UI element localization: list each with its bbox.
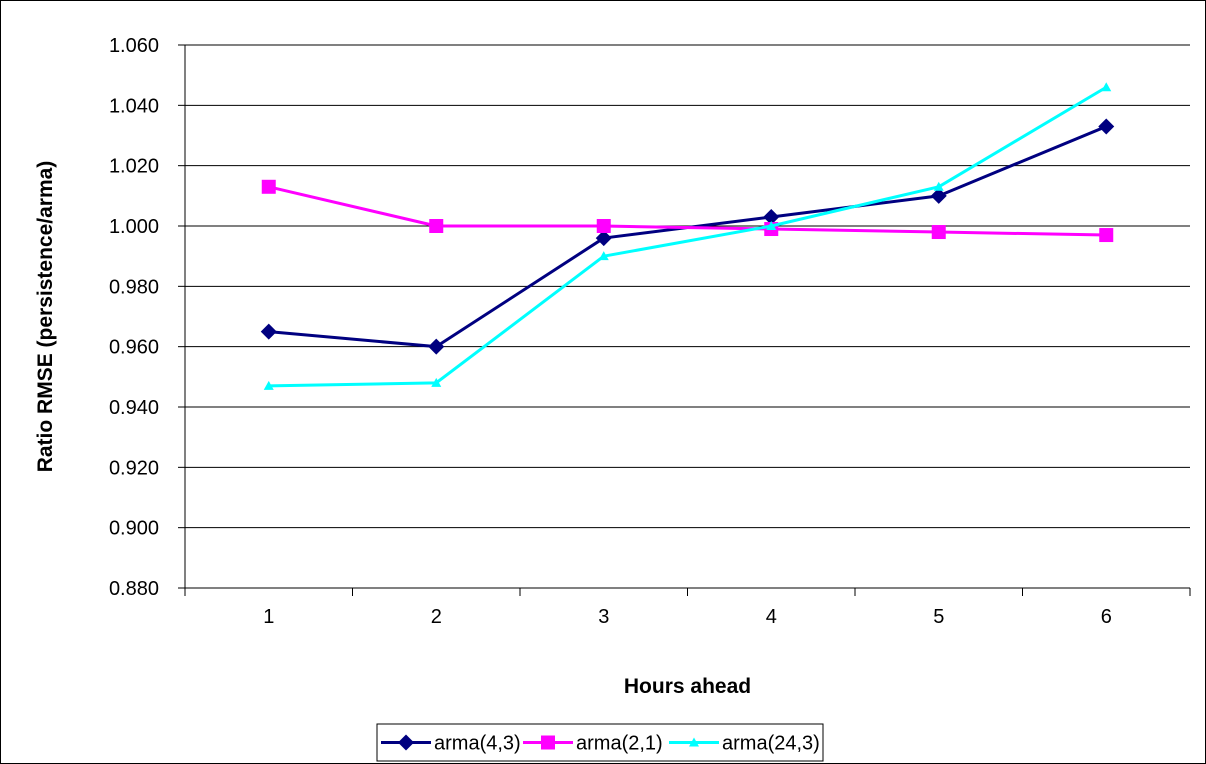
axes xyxy=(178,44,1191,596)
series-line xyxy=(268,185,1107,237)
y-tick-label: 0.960 xyxy=(109,337,159,359)
data-point xyxy=(429,219,444,233)
tick-labels: 0.880 0.900 0.920 0.940 0.960 0.980 1.000 1.020… xyxy=(109,35,1112,628)
data-point xyxy=(1099,228,1114,243)
y-tick-label: 1.020 xyxy=(109,156,159,178)
x-tick-label: 1 xyxy=(263,606,274,628)
data-point xyxy=(930,187,947,204)
y-tick-label: 0.940 xyxy=(109,397,159,419)
data-point xyxy=(263,380,274,390)
data-point xyxy=(763,208,780,225)
legend-item: arma(24,3) xyxy=(669,733,820,755)
data-point xyxy=(260,323,277,340)
data-point xyxy=(766,221,777,230)
y-tick-label: 1.040 xyxy=(109,95,159,117)
legend-label: arma(2,1) xyxy=(576,733,663,755)
data-point xyxy=(933,181,944,191)
x-tick-label: 4 xyxy=(766,606,777,628)
y-tick-label: 1.060 xyxy=(109,35,159,57)
gridlines xyxy=(185,44,1190,529)
x-axis-title: Hours ahead xyxy=(624,675,751,698)
legend-marker xyxy=(398,734,414,751)
y-tick-label: 0.900 xyxy=(109,518,159,540)
legend-item: arma(2,1) xyxy=(523,733,663,755)
x-tick-label: 2 xyxy=(431,606,442,628)
x-tick-label: 5 xyxy=(933,606,944,628)
y-tick-label: 1.000 xyxy=(109,216,159,238)
series-arma(4,3) xyxy=(260,118,1115,355)
legend-item: arma(4,3) xyxy=(381,733,521,755)
legend-marker xyxy=(541,735,555,750)
y-tick-label: 0.880 xyxy=(109,578,159,600)
legend: arma(4,3) arma(2,1) arma(24,3) xyxy=(376,723,824,762)
series-arma(24,3) xyxy=(263,82,1112,390)
data-point xyxy=(1101,82,1112,92)
data-point xyxy=(596,219,611,233)
legend-label: arma(24,3) xyxy=(722,733,820,755)
data-point xyxy=(428,338,445,355)
legend-label: arma(4,3) xyxy=(434,733,521,755)
data-point xyxy=(261,179,276,194)
data-point xyxy=(598,251,609,261)
x-tick-label: 6 xyxy=(1101,606,1112,628)
legend-marker xyxy=(689,737,699,747)
y-axis-title: Ratio RMSE (persistence/arma) xyxy=(34,161,57,473)
y-tick-label: 0.920 xyxy=(109,457,159,479)
data-point xyxy=(931,225,946,240)
y-tick-label: 0.980 xyxy=(109,276,159,298)
series-line xyxy=(268,125,1107,349)
legend-box xyxy=(376,723,824,762)
data-point xyxy=(595,230,612,247)
x-tick-label: 3 xyxy=(598,606,609,628)
data-point xyxy=(431,377,442,387)
series-line xyxy=(268,85,1108,388)
data-point xyxy=(1098,118,1115,135)
series-arma(2,1) xyxy=(261,179,1114,243)
series-layer xyxy=(260,82,1115,390)
